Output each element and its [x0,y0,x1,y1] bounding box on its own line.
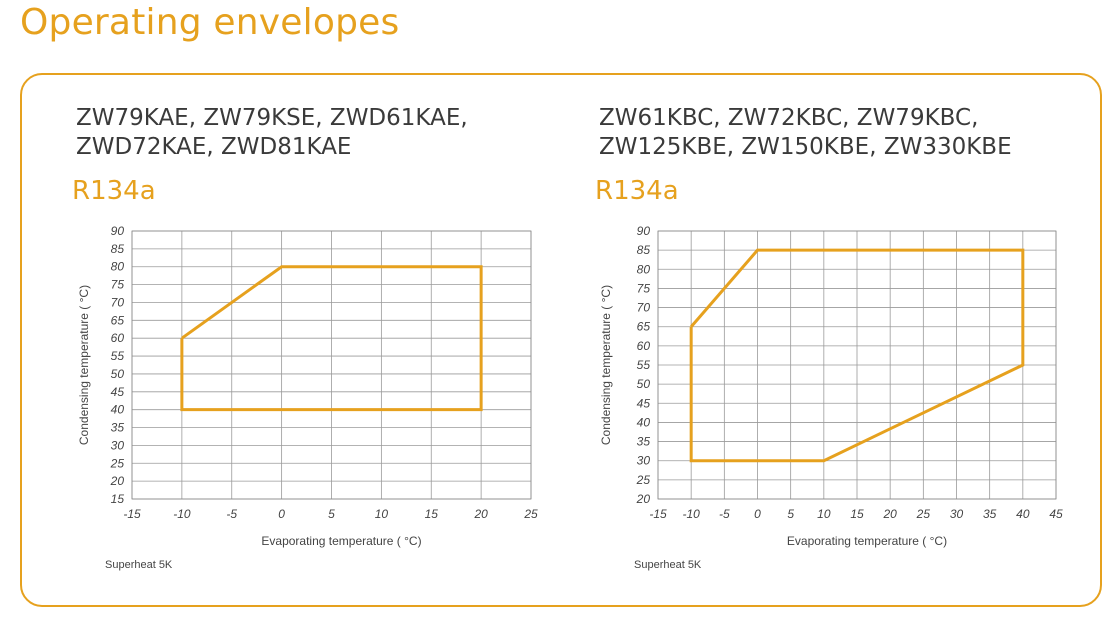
y-tick-label: 35 [637,435,651,449]
x-tick-label: 20 [473,507,488,521]
refrigerant-label-left: R134a [72,176,156,206]
plot-area-border [657,230,1057,500]
y-tick-label: 60 [637,339,651,353]
model-list-line: ZWD72KAE, ZWD81KAE [76,134,352,160]
x-tick-label: -10 [173,507,191,521]
x-tick-label: 10 [817,507,831,521]
envelope-outline [689,248,1025,463]
y-tick-label: 75 [637,281,651,295]
y-tick-label: 30 [637,454,651,468]
y-tick-label: 90 [637,224,651,238]
y-tick-label: 50 [637,377,651,391]
model-list-line: ZW125KBE, ZW150KBE, ZW330KBE [599,134,1012,160]
y-tick-label: 80 [637,262,651,276]
envelope-panel-frame [20,73,1102,607]
x-tick-label: 0 [754,507,761,521]
y-tick-label: 40 [637,415,651,429]
x-tick-label: 25 [916,507,931,521]
x-axis-label: Evaporating temperature ( °C) [787,534,947,548]
y-tick-label: 85 [111,242,125,256]
x-tick-label: -5 [226,507,237,521]
y-tick-label: 60 [111,331,125,345]
x-tick-label: 5 [328,507,335,521]
y-tick-label: 25 [110,456,125,470]
envelope-outline [180,265,483,412]
x-tick-label: -15 [123,507,141,521]
y-axis-label: Condensing temperature ( °C) [599,285,613,445]
x-tick-label: -10 [682,507,700,521]
y-tick-label: 15 [111,492,125,506]
y-tick-label: 45 [637,396,651,410]
y-tick-label: 45 [111,385,125,399]
x-tick-label: 0 [278,507,285,521]
footnote-left: Superheat 5K [105,559,173,571]
plot-area-border [131,230,532,500]
x-tick-label: 10 [375,507,389,521]
x-axis-label: Evaporating temperature ( °C) [261,534,421,548]
y-tick-label: 70 [111,295,125,309]
y-tick-label: 40 [111,403,125,417]
y-tick-label: 65 [637,320,651,334]
model-list-left: ZW79KAE, ZW79KSE, ZWD61KAE, ZWD72KAE, ZW… [76,104,468,162]
y-tick-label: 30 [111,438,125,452]
x-tick-label: 20 [882,507,897,521]
y-tick-label: 65 [111,313,125,327]
page-title: Operating envelopes [20,2,400,43]
y-tick-label: 75 [111,278,125,292]
y-tick-label: 55 [637,358,651,372]
model-list-right: ZW61KBC, ZW72KBC, ZW79KBC, ZW125KBE, ZW1… [599,104,1012,162]
y-tick-label: 20 [636,492,651,506]
y-tick-label: 70 [637,301,651,315]
y-axis-label: Condensing temperature ( °C) [77,285,91,445]
x-tick-label: 25 [523,507,538,521]
x-tick-label: -5 [719,507,730,521]
model-list-line: ZW61KBC, ZW72KBC, ZW79KBC, [599,105,979,131]
y-tick-label: 80 [111,260,125,274]
x-tick-label: 15 [425,507,439,521]
footnote-right: Superheat 5K [634,559,702,571]
model-list-line: ZW79KAE, ZW79KSE, ZWD61KAE, [76,105,468,131]
y-tick-label: 55 [111,349,125,363]
x-tick-label: 40 [1016,507,1030,521]
x-tick-label: 30 [950,507,964,521]
y-tick-label: 20 [110,474,125,488]
y-tick-label: 50 [111,367,125,381]
y-tick-label: 85 [637,243,651,257]
x-tick-label: 15 [850,507,864,521]
y-tick-label: 35 [111,421,125,435]
x-tick-label: 35 [983,507,997,521]
x-tick-label: -15 [649,507,667,521]
y-tick-label: 25 [636,473,651,487]
x-tick-label: 5 [787,507,794,521]
y-tick-label: 90 [111,224,125,238]
x-tick-label: 45 [1049,507,1063,521]
refrigerant-label-right: R134a [595,176,679,206]
